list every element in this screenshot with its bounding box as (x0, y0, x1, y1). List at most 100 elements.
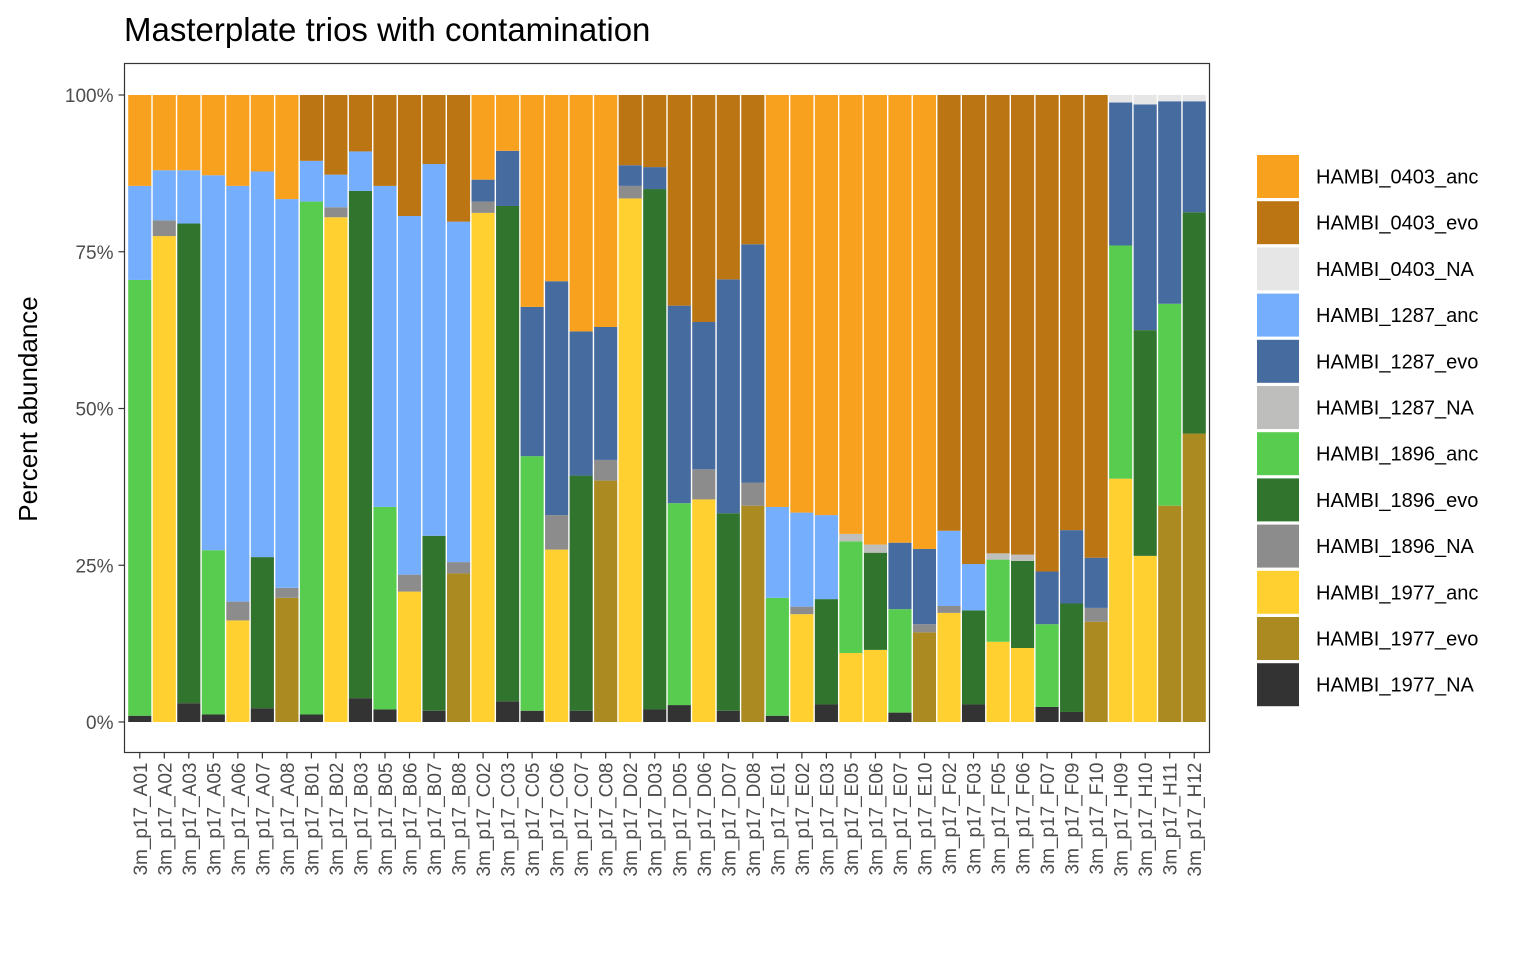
bar-segment-HAMBI_1287_evo (1035, 571, 1059, 625)
legend-key-HAMBI_1896_NA (1257, 524, 1299, 568)
legend-key-HAMBI_1896_evo (1257, 478, 1299, 522)
y-tick-label: 75% (75, 243, 113, 264)
bar-segment-HAMBI_1896_evo (716, 513, 740, 711)
bar-segment-HAMBI_1287_anc (250, 171, 274, 558)
bar-segment-HAMBI_1287_NA (1011, 554, 1035, 561)
bar-segment-HAMBI_0403_anc (912, 95, 937, 549)
bar-segment-HAMBI_0403_evo (447, 95, 471, 222)
x-tick-label: 3m_p17_H12 (1185, 763, 1206, 877)
bar-3m_p17_E05 (839, 95, 863, 722)
x-tick-label: 3m_p17_C05 (523, 763, 544, 877)
bar-segment-HAMBI_0403_anc (765, 95, 789, 507)
bar-3m_p17_F09 (1060, 95, 1084, 722)
bar-segment-HAMBI_0403_evo (373, 95, 397, 186)
bar-segment-HAMBI_0403_evo (692, 95, 716, 322)
bar-segment-HAMBI_1896_anc (765, 597, 789, 716)
bar-segment-HAMBI_1287_evo (594, 326, 618, 460)
x-tick-label: 3m_p17_D06 (695, 763, 716, 877)
x-tick-label: 3m_p17_A08 (278, 763, 299, 876)
bar-segment-HAMBI_1977_NA (888, 712, 912, 722)
bar-segment-HAMBI_1896_NA (397, 574, 422, 592)
legend-label-HAMBI_0403_evo: HAMBI_0403_evo (1316, 213, 1478, 235)
x-tick-label: 3m_p17_H09 (1112, 763, 1133, 877)
bar-segment-HAMBI_0403_anc (863, 95, 887, 545)
bar-segment-HAMBI_0403_evo (1011, 95, 1035, 555)
bar-segment-HAMBI_1977_NA (1035, 706, 1059, 722)
bar-3m_p17_E02 (790, 95, 814, 722)
bar-segment-HAMBI_1977_NA (520, 710, 544, 722)
bar-segment-HAMBI_1896_anc (1158, 303, 1182, 506)
bar-segment-HAMBI_0403_evo (643, 95, 667, 168)
x-tick-label: 3m_p17_C08 (597, 763, 618, 877)
bar-3m_p17_E01 (765, 95, 789, 722)
x-tick-label: 3m_p17_B02 (327, 763, 348, 876)
bar-segment-HAMBI_1896_anc (1109, 245, 1133, 479)
bar-segment-HAMBI_1287_anc (275, 199, 299, 588)
bar-segment-HAMBI_0403_anc (275, 95, 299, 200)
legend-key-HAMBI_1977_evo (1257, 617, 1299, 660)
bar-segment-HAMBI_0403_evo (716, 95, 740, 280)
bar-segment-HAMBI_1896_evo (569, 475, 593, 711)
bar-segment-HAMBI_0403_evo (741, 95, 765, 245)
bar-segment-HAMBI_1896_NA (275, 587, 299, 598)
bar-segment-HAMBI_1977_anc (937, 612, 961, 722)
bar-segment-HAMBI_1977_anc (226, 620, 250, 722)
x-tick-label: 3m_p17_A05 (204, 763, 225, 876)
x-tick-label: 3m_p17_D08 (744, 763, 765, 877)
bar-segment-HAMBI_0403_anc (839, 95, 863, 534)
bar-segment-HAMBI_1287_evo (618, 165, 642, 186)
bars-layer (128, 95, 1206, 722)
bar-segment-HAMBI_1896_evo (1060, 603, 1084, 712)
bar-segment-HAMBI_0403_anc (128, 95, 152, 186)
bar-segment-HAMBI_1896_anc (201, 550, 225, 715)
legend-label-HAMBI_1287_NA: HAMBI_1287_NA (1316, 398, 1475, 420)
bar-3m_p17_E03 (814, 95, 838, 722)
bar-segment-HAMBI_1896_anc (520, 456, 544, 711)
legend-key-HAMBI_0403_anc (1257, 155, 1299, 198)
bar-segment-HAMBI_1287_anc (128, 185, 152, 280)
legend-label-HAMBI_1287_evo: HAMBI_1287_evo (1316, 351, 1478, 373)
bar-3m_p17_B03 (348, 95, 373, 722)
bar-segment-HAMBI_1287_anc (937, 530, 961, 606)
bar-3m_p17_A07 (250, 95, 274, 722)
bar-segment-HAMBI_1896_NA (545, 515, 569, 550)
bar-segment-HAMBI_1287_anc (201, 175, 225, 551)
bar-3m_p17_F06 (1011, 95, 1035, 722)
bar-segment-HAMBI_0403_anc (496, 95, 520, 151)
bar-segment-HAMBI_1977_anc (1133, 555, 1157, 722)
legend-label-HAMBI_1977_NA: HAMBI_1977_NA (1316, 675, 1475, 697)
bar-segment-HAMBI_1896_NA (692, 469, 716, 500)
bar-segment-HAMBI_1896_anc (839, 541, 863, 654)
bar-segment-HAMBI_1896_evo (250, 557, 274, 709)
bar-3m_p17_D08 (741, 95, 765, 722)
bar-segment-HAMBI_1977_NA (814, 704, 838, 722)
bar-3m_p17_A06 (226, 95, 250, 722)
x-tick-label: 3m_p17_C06 (548, 763, 569, 877)
y-tick-label: 50% (75, 400, 113, 421)
bar-segment-HAMBI_1287_evo (569, 331, 593, 476)
bar-segment-HAMBI_1896_evo (496, 205, 520, 702)
bar-3m_p17_F02 (937, 95, 961, 722)
y-axis: 0% 25% 50% 75% 100% (65, 86, 125, 734)
bar-segment-HAMBI_1896_evo (348, 190, 373, 699)
bar-segment-HAMBI_1977_NA (177, 703, 201, 722)
bar-segment-HAMBI_1977_NA (373, 709, 397, 722)
bar-segment-HAMBI_1977_anc (1011, 648, 1035, 722)
bar-segment-HAMBI_1287_anc (373, 185, 397, 507)
legend-key-HAMBI_1287_anc (1257, 293, 1299, 337)
bar-segment-HAMBI_1896_NA (741, 482, 765, 506)
bar-segment-HAMBI_1896_NA (324, 207, 348, 218)
bar-segment-HAMBI_0403_anc (790, 95, 814, 513)
legend-label-HAMBI_1977_anc: HAMBI_1977_anc (1316, 582, 1478, 604)
x-tick-label: 3m_p17_F02 (940, 763, 961, 875)
bar-segment-HAMBI_1287_anc (397, 216, 422, 575)
legend-key-HAMBI_1896_anc (1257, 432, 1299, 476)
legend-label-HAMBI_1896_NA: HAMBI_1896_NA (1316, 536, 1475, 558)
legend-label-HAMBI_0403_anc: HAMBI_0403_anc (1316, 167, 1478, 189)
x-axis: 3m_p17_A01 3m_p17_A02 3m_p17_A03 3m_p17_A05… (131, 752, 1206, 877)
legend-label-HAMBI_1287_anc: HAMBI_1287_anc (1316, 305, 1478, 327)
x-tick-label: 3m_p17_B05 (376, 763, 397, 876)
bar-segment-HAMBI_1977_anc (152, 236, 176, 722)
chart-title: Masterplate trios with contamination (124, 11, 650, 48)
legend: HAMBI_0403_anc HAMBI_0403_evo HAMBI_0403_N… (1257, 155, 1478, 707)
